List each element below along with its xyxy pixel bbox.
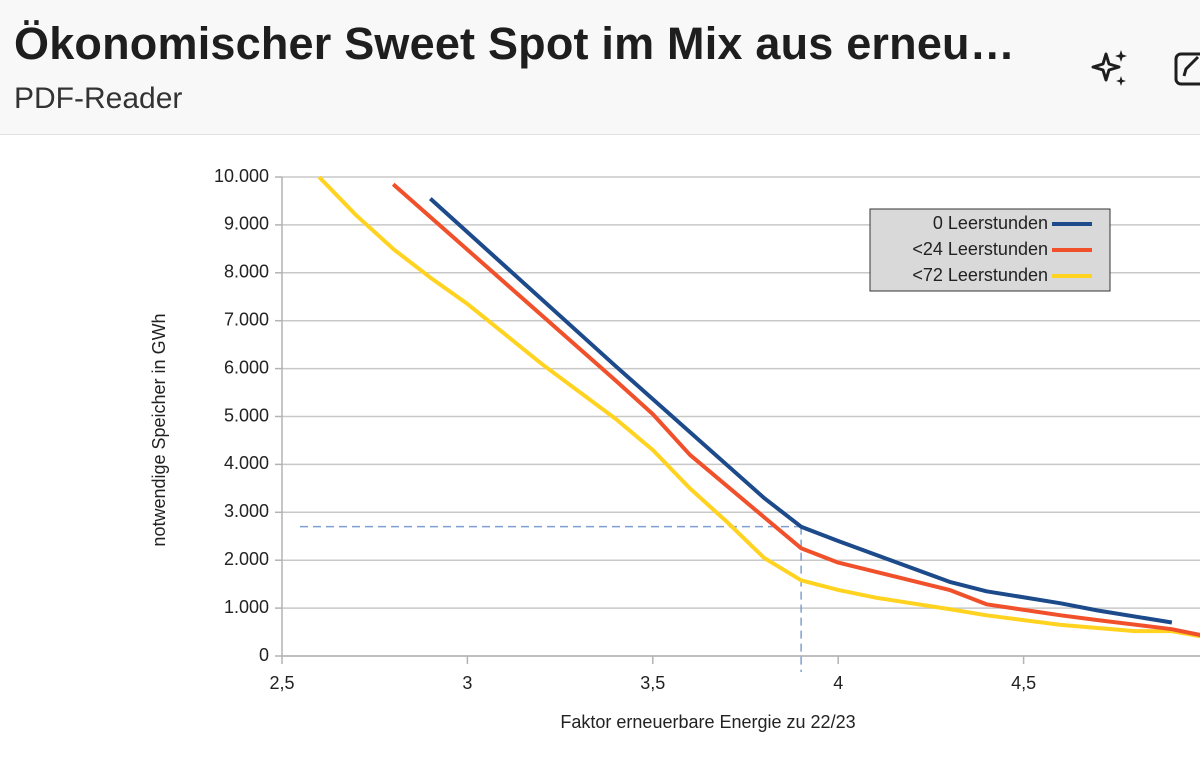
y-tick-label: 3.000 — [224, 501, 269, 521]
series-line — [317, 175, 1200, 639]
document-title: Ökonomischer Sweet Spot im Mix aus erneu… — [14, 18, 1015, 69]
edit-button[interactable] — [1172, 48, 1200, 88]
x-tick-label: 3,5 — [640, 673, 665, 693]
y-tick-label: 6.000 — [224, 357, 269, 377]
y-tick-label: 0 — [259, 645, 269, 665]
x-tick-label: 4 — [833, 673, 843, 693]
y-tick-label: 1.000 — [224, 597, 269, 617]
y-tick-label: 9.000 — [224, 214, 269, 234]
y-tick-label: 2.000 — [224, 549, 269, 569]
x-tick-label: 2,5 — [269, 673, 294, 693]
app-name: PDF-Reader — [14, 82, 183, 115]
x-tick-label: 4,5 — [1011, 673, 1036, 693]
y-tick-label: 8.000 — [224, 262, 269, 282]
plot — [275, 175, 1200, 672]
app-header: Ökonomischer Sweet Spot im Mix aus erneu… — [0, 0, 1200, 135]
y-tick-label: 7.000 — [224, 309, 269, 329]
legend-label: <24 Leerstunden — [912, 239, 1048, 259]
ai-button[interactable] — [1090, 48, 1132, 90]
series-line — [391, 182, 1200, 637]
chart: Faktor erneuerbare Energie zu 22/23 notw… — [149, 166, 1200, 732]
y-tick-label: 10.000 — [214, 166, 269, 186]
x-axis-label: Faktor erneuerbare Energie zu 22/23 — [560, 712, 855, 732]
legend-label: <72 Leerstunden — [912, 265, 1048, 285]
legend-label: 0 Leerstunden — [933, 213, 1048, 233]
series-line — [428, 197, 1173, 625]
y-tick-label: 5.000 — [224, 405, 269, 425]
y-axis-label: notwendige Speicher in GWh — [149, 313, 169, 546]
y-tick-label: 4.000 — [224, 453, 269, 473]
x-tick-label: 3 — [462, 673, 472, 693]
